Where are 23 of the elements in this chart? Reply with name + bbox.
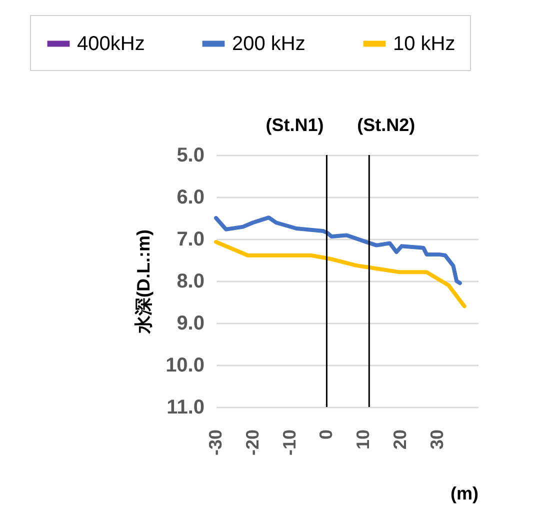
y-axis-title: 水深(D.L.:m) (134, 230, 154, 334)
y-tick-label: 8.0 (176, 270, 204, 292)
legend-label: 400kHz (77, 32, 145, 55)
y-tick-label: 10.0 (166, 354, 204, 376)
ref-line-label: (St.N1) (266, 115, 324, 135)
x-tick-label: -30 (206, 430, 226, 456)
legend-label: 10 kHz (393, 32, 456, 55)
y-tick-label: 9.0 (176, 312, 204, 334)
line-series (214, 216, 462, 286)
y-tick-label: 7.0 (176, 228, 204, 250)
y-tick-label: 5.0 (176, 144, 204, 166)
y-tick-label: 6.0 (176, 186, 204, 208)
x-axis-title: (m) (450, 484, 478, 504)
legend-label: 200 kHz (232, 32, 306, 55)
x-tick-label: -10 (279, 430, 300, 456)
x-tick-label: 30 (426, 430, 447, 450)
x-tick-label: 10 (353, 430, 374, 450)
ref-line-label: (St.N2) (357, 115, 416, 135)
x-tick-label: -20 (242, 430, 262, 456)
line-series (214, 240, 466, 308)
y-tick-label: 11.0 (166, 396, 204, 418)
x-tick-label: 20 (390, 430, 410, 450)
x-tick-label: 0 (316, 430, 336, 440)
